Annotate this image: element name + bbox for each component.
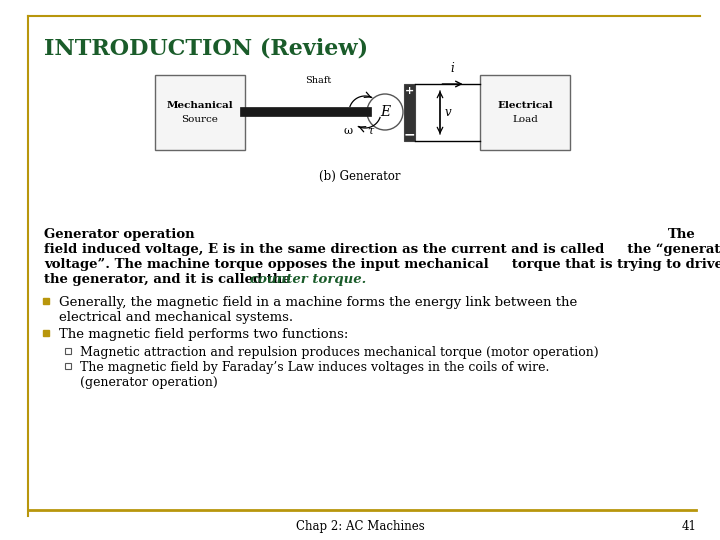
Text: electrical and mechanical systems.: electrical and mechanical systems.	[59, 311, 293, 324]
Text: voltage”. The machine torque opposes the input mechanical     torque that is try: voltage”. The machine torque opposes the…	[44, 258, 720, 271]
Text: +: +	[405, 86, 414, 96]
Text: v: v	[445, 106, 451, 119]
Text: Load: Load	[512, 115, 538, 124]
Bar	[480, 75, 570, 150]
Text: Chap 2: AC Machines: Chap 2: AC Machines	[296, 520, 424, 533]
Text: Shaft: Shaft	[305, 76, 331, 85]
Text: The: The	[668, 228, 696, 241]
Text: The magnetic field by Faraday’s Law induces voltages in the coils of wire.: The magnetic field by Faraday’s Law indu…	[80, 361, 549, 374]
Bar	[155, 75, 245, 150]
Text: Mechanical: Mechanical	[167, 101, 233, 110]
Text: Magnetic attraction and repulsion produces mechanical torque (motor operation): Magnetic attraction and repulsion produc…	[80, 346, 598, 359]
Text: i: i	[451, 62, 454, 75]
Circle shape	[367, 94, 403, 130]
Text: E: E	[380, 105, 390, 119]
Text: The magnetic field performs two functions:: The magnetic field performs two function…	[59, 328, 348, 341]
Text: 41: 41	[681, 520, 696, 533]
Bar	[404, 84, 415, 141]
Text: ω: ω	[343, 126, 352, 136]
Text: Source: Source	[181, 115, 218, 124]
Text: Generator operation: Generator operation	[44, 228, 194, 241]
Text: counter torque.: counter torque.	[250, 273, 366, 286]
Text: the generator, and it is called the: the generator, and it is called the	[44, 273, 295, 286]
Text: −: −	[404, 127, 415, 141]
Text: field induced voltage, E is in the same direction as the current and is called  : field induced voltage, E is in the same …	[44, 243, 720, 256]
Text: (b) Generator: (b) Generator	[319, 170, 401, 183]
Text: τ: τ	[367, 126, 373, 136]
Text: (generator operation): (generator operation)	[80, 376, 217, 389]
Text: Electrical: Electrical	[498, 101, 553, 110]
Text: INTRODUCTION (Review): INTRODUCTION (Review)	[44, 38, 368, 60]
Text: Generally, the magnetic field in a machine forms the energy link between the: Generally, the magnetic field in a machi…	[59, 296, 577, 309]
